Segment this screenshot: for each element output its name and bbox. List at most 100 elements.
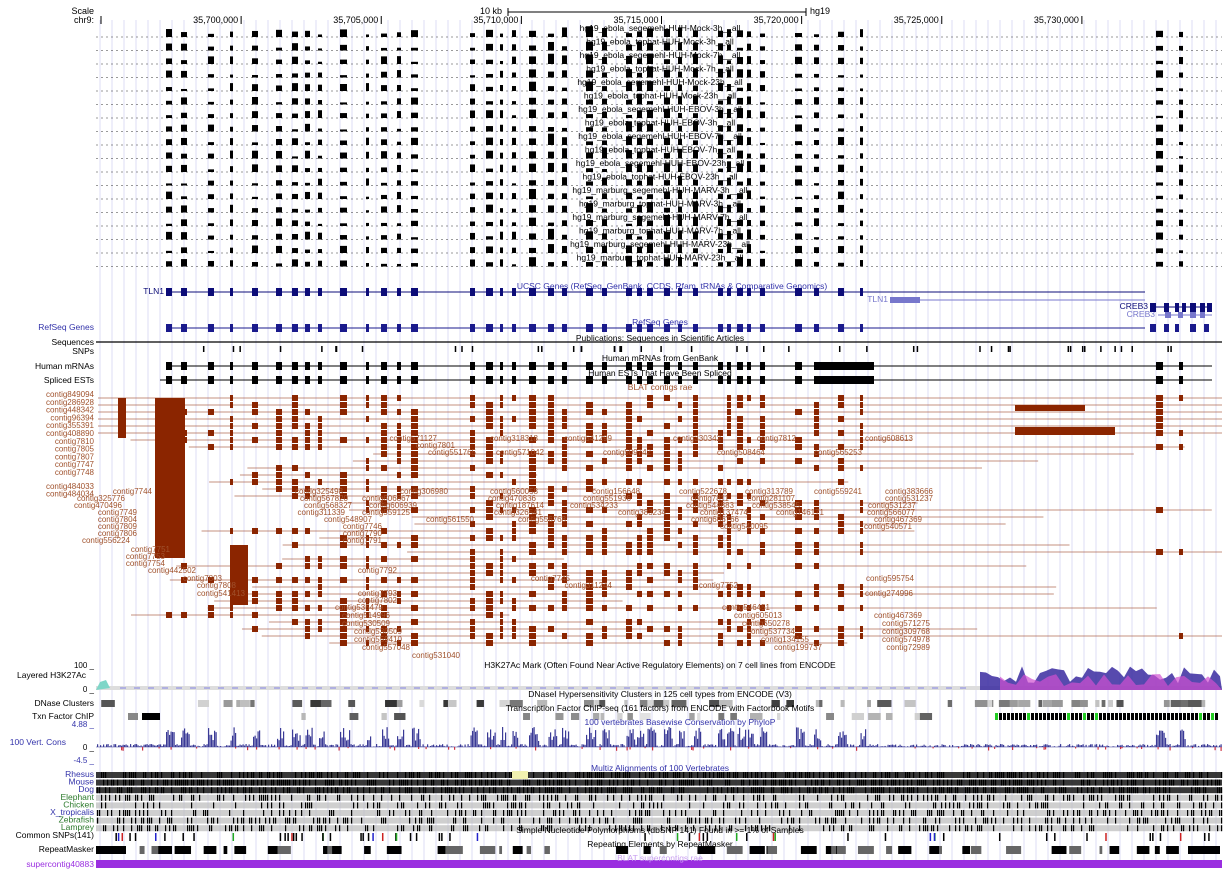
blat-contig-label[interactable]: contig574978 [882,635,931,644]
blat-contigs-track[interactable]: BLAT contigs rae contig849094contig28692… [46,382,1222,660]
multiz-species-label[interactable]: Elephant [60,792,94,802]
blat-contig-label[interactable]: contig559241 [814,487,863,496]
rnaseq-track[interactable]: hg19_ebola_tophat-HUH-EBOV-3h__all [96,118,1222,132]
rnaseq-track[interactable]: hg19_ebola_tophat-HUH-EBOV-7h__all [96,145,1222,159]
rnaseq-tracks[interactable]: hg19_ebola_segemehl-HUH-Mock-3h__all hg19… [96,23,1222,267]
blat-side-label[interactable]: contig7805 [55,445,95,454]
blat-contig-label[interactable]: contig561550 [426,515,475,524]
blat-contig-label[interactable]: contig7754 [126,559,166,568]
multiz-species-label[interactable]: Dog [78,784,94,794]
blat-contig-label[interactable]: contig537734 [747,627,796,636]
mrna-side-label[interactable]: Human mRNAs [35,361,94,371]
repeatmasker-track[interactable]: RepeatMasker Repeating Elements by Repea… [39,839,1220,854]
blat-side-label[interactable]: contig7747 [55,460,95,469]
rnaseq-track[interactable]: hg19_marburg_segemehl-HUH-MARV-23h__all [96,239,1222,254]
blat-contig-label[interactable]: contig7812 [757,434,797,443]
blat-contig-label[interactable]: contig548907 [324,515,373,524]
blat-contig-label[interactable]: contig7808 [197,581,237,590]
blat-contig-label[interactable]: contig199737 [774,643,823,652]
blat-side-label[interactable]: contig7810 [55,437,95,446]
blat-contig-label[interactable]: contig470496 [74,501,123,510]
blat-side-label[interactable]: contig484034 [46,490,95,499]
blat-contig-label[interactable]: contig606867 [362,494,411,503]
blat-contig-label[interactable]: contig531237 [868,501,917,510]
blat-side-label[interactable]: contig7748 [55,468,95,477]
blat-contig-label[interactable]: contig7746 [343,522,383,531]
multiz-species-label[interactable]: Mouse [68,777,94,787]
blat-side-label[interactable]: contig7807 [55,452,95,461]
blat-contig-label[interactable]: contig559410 [354,635,403,644]
blat-contig-label[interactable]: contig7744 [113,487,153,496]
gene-tln1-b[interactable] [890,297,1145,303]
blat-contig-label[interactable]: contig7745 [531,574,571,583]
blat-contig-label[interactable]: contig7809 [98,522,138,531]
blat-contig-label[interactable]: contig544883 [686,501,735,510]
blat-contig-label[interactable]: contig551765 [428,448,477,457]
rnaseq-track[interactable]: hg19_ebola_tophat-HUH-Mock-7h__all [96,64,1222,78]
blat-contig-label[interactable]: contig7791 [343,536,383,545]
rnaseq-track[interactable]: hg19_ebola_tophat-HUH-EBOV-23h__all [96,172,1222,186]
blat-contig-label[interactable]: contig326541 [494,508,543,517]
rnaseq-track[interactable]: hg19_marburg_tophat-HUH-MARV-3h__all [96,199,1222,213]
rnaseq-track[interactable]: hg19_ebola_tophat-HUH-Mock-23h__all [96,91,1222,105]
repeatmasker-side-label[interactable]: RepeatMasker [39,844,94,854]
blat-contig-label[interactable]: contig530509 [354,627,403,636]
conservation-track[interactable]: 4.88 _ 100 Vert. Cons 0 _ -4.5 _ 100 ver… [10,717,1222,765]
blat-side-label[interactable]: contig448342 [46,406,95,415]
blat-contig-label[interactable]: contig546451 [722,603,771,612]
multiz-species-labels[interactable]: RhesusMouseDogElephantChickenX_tropicali… [50,769,95,832]
refseq-track[interactable]: RefSeq Genes RefSeq Genes [38,317,1209,332]
gene-label-tln1-b[interactable]: TLN1 [867,294,888,304]
blat-side-labels[interactable]: contig849094contig286928contig448342cont… [46,390,95,499]
blat-contig-label[interactable]: contig383666 [885,487,934,496]
gene-label-creb3[interactable]: CREB3 [1120,301,1149,311]
blat-contig-label[interactable]: contig311244 [565,581,613,590]
gene-creb3[interactable] [1150,303,1212,318]
blat-contig-label[interactable]: contig565253 [814,448,863,457]
blat-contig-label[interactable]: contig566077 [867,508,916,517]
blat-contig-label[interactable]: contig311339 [298,508,346,517]
txn-factor-clusters[interactable] [128,713,1218,720]
blat-contig-label[interactable]: contig538545 [752,501,801,510]
blat-contig-label[interactable]: contig560058 [490,487,539,496]
blat-side-label[interactable]: contig484033 [46,482,95,491]
repeat-elements[interactable] [96,846,1220,854]
multiz-species-label[interactable]: Rhesus [65,769,94,779]
blat-contig-label[interactable]: contig557048 [362,643,411,652]
blat-contig-label[interactable]: contig306980 [400,487,449,496]
blat-contig-label[interactable]: contig7790 [343,529,383,538]
blat-contig-label[interactable]: contig7792 [358,566,398,575]
multiz-track[interactable]: Multiz Alignments of 100 Vertebrates Rhe… [50,763,1223,832]
blat-contig-label[interactable]: contig330342 [673,434,722,443]
multiz-species-label[interactable]: Zebrafish [59,815,95,825]
est-track[interactable]: Spliced ESTs Human ESTs That Have Been S… [44,368,1212,385]
blat-contig-label[interactable]: contig531237 [885,494,934,503]
blat-contig-label[interactable]: contig540095 [720,522,769,531]
dnase-track[interactable]: DNase Clusters DNaseI Hypersensitivity C… [34,689,1206,708]
blat-contig-label[interactable]: contig606939 [369,501,418,510]
blat-contig-label[interactable]: contig309768 [882,627,931,636]
blat-contig-label[interactable]: contig508464 [717,448,766,457]
blat-contig-label[interactable]: contig274996 [865,589,914,598]
blat-contig-label[interactable]: contig514996 [342,611,391,620]
blat-contig-label[interactable]: contig509742 [603,448,652,457]
blat-contig-label[interactable]: contig606766 [691,515,740,524]
blat-contig-label[interactable]: contig551936 [583,494,632,503]
blat-contig-label[interactable]: contig7802 [358,596,398,605]
blat-contig-label[interactable]: contig550278 [742,619,791,628]
multiz-species-label[interactable]: X_tropicalis [50,807,94,817]
blat-block[interactable] [230,545,248,605]
est-side-label[interactable]: Spliced ESTs [44,375,94,385]
blat-side-label[interactable]: contig355391 [46,421,95,430]
blat-contig-label[interactable]: contig470836 [488,494,537,503]
blat-contig-label[interactable]: contig7803 [183,574,223,583]
blat-contig-label[interactable]: contig7753 [126,552,166,561]
blat-contig-rows[interactable] [98,395,1222,646]
est-alignment[interactable] [160,376,1212,384]
blat-contig-label[interactable]: contig187614 [496,501,545,510]
supercontig-track[interactable]: supercontig40883 BLAT supercontigs rae [26,853,1222,869]
rnaseq-track[interactable]: hg19_ebola_segemehl-HUH-Mock-23h__all [96,77,1222,92]
blat-contig-label[interactable]: contig325776 [77,494,126,503]
multiz-species-label[interactable]: Lamprey [61,822,95,832]
